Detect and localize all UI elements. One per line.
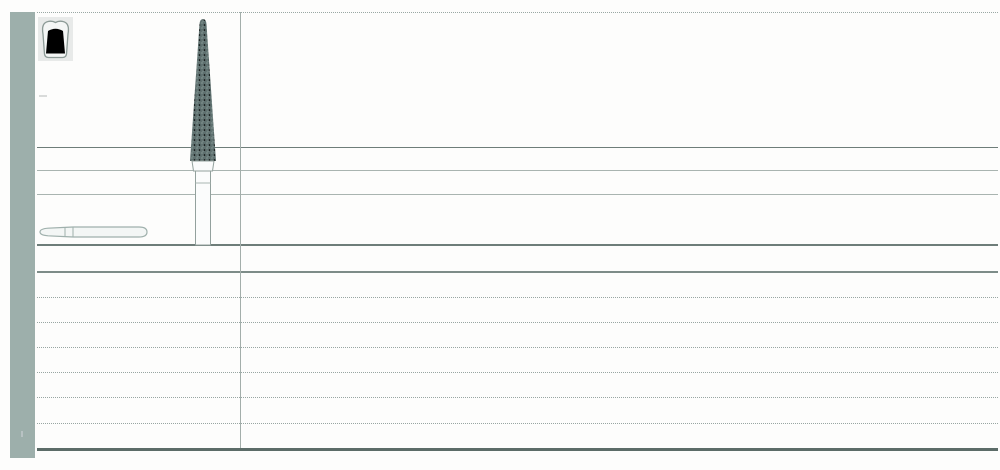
table-top-border [37,12,998,13]
header-bottom-line [37,147,998,148]
table-bottom-border [37,448,998,451]
product-code-title [39,95,47,97]
row-sep-dotted [37,397,998,398]
iso-row-line [37,170,998,171]
sidebar-category-bar [10,12,35,458]
row-sep-dotted [37,423,998,424]
fg-shank-icon [38,224,150,245]
product-bur-image [186,17,220,253]
row1-separator [37,271,998,273]
row-sep-dotted [37,297,998,298]
panel-divider [240,12,241,448]
row-sep-dotted [37,372,998,373]
tooth-preparation-icon [38,17,73,61]
row-sep-dotted [37,347,998,348]
row-sep-dotted [37,322,998,323]
lmm-row-line [37,194,998,195]
fg-row-line [37,244,998,246]
